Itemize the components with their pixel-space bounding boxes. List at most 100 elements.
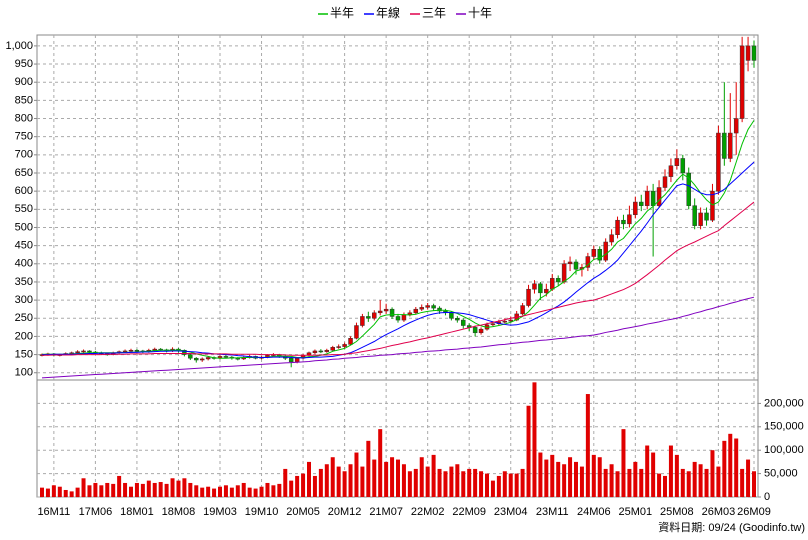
candle-body [330,347,335,351]
volume-bar [253,488,258,497]
candle-body [555,278,561,283]
grid [37,35,758,498]
candle-body [134,349,140,352]
volume-bar [301,473,306,497]
volume-bar [140,483,145,497]
candle-body [455,318,460,321]
volume-bar [585,394,590,497]
candle-body [627,214,632,225]
volume-bar [692,461,697,497]
volume-bar [657,473,662,497]
y-tick-label: 950 [15,58,33,70]
x-tick-label: 18M08 [162,506,196,518]
candle-body [81,350,86,353]
candle-body [751,45,757,61]
volume-bar [449,466,454,497]
volume-bar [378,429,383,497]
candle-body [199,358,205,361]
candle-body [674,158,680,166]
x-tick-label: 20M12 [328,506,362,518]
volume-bar [75,487,80,497]
volume-bar [218,486,222,497]
volume-bar [579,466,584,497]
x-tick-label: 19M03 [203,506,237,518]
y-tick-label: 850 [15,94,33,106]
candle-body [680,158,686,174]
candle-body [437,307,442,312]
x-tick-label: 16M11 [37,506,70,518]
candle-body [461,319,466,326]
candle-body [87,350,92,353]
volume-bar [241,482,246,497]
volume-bar [455,464,460,497]
volume-bar [716,466,721,497]
volume-bar [45,488,50,497]
volume-bar [425,466,430,497]
candle-body [508,319,513,322]
candle-body [585,256,591,268]
volume-bar [277,483,282,497]
y-tick-label: 650 [15,167,33,179]
volume-bar [283,468,288,497]
candle-body [722,132,727,159]
candle-body [312,350,318,354]
candle-body [324,349,330,352]
ma-line [42,161,755,359]
volume-bar [158,482,163,497]
candle-body [716,132,721,192]
volume-bar [746,459,751,497]
candle-body [739,45,745,119]
volume-bar [490,480,495,497]
volume-bar [111,483,116,497]
candle-body [609,234,614,243]
volume-bar [556,461,561,497]
candle-body [561,263,567,283]
y-tick-label: 200 [15,330,33,342]
volume-bar [152,482,157,497]
y2-tick-label: 150,000 [764,421,804,433]
volume-bar [574,461,578,497]
candle-body [692,205,697,226]
y-tick-label: 500 [15,221,33,233]
volume-bar [710,450,715,497]
volume-bar [129,486,133,497]
legend: 半年 年線 三年 十年 [318,5,492,20]
volume-bar [704,468,709,497]
candle-body [360,316,365,326]
candle-body [603,241,608,261]
volume-bar [621,429,626,497]
candle-body [538,283,543,294]
candle-body [205,357,211,360]
y-tick-label: 250 [15,312,33,324]
candle-body [520,305,525,315]
candle-body [668,165,674,177]
volume-bar [384,461,389,497]
volume-bar [728,433,733,497]
candle-body [223,356,229,358]
footnote: 資料日期: 09/24 (Goodinfo.tw) [658,520,805,534]
volume-bar [407,471,412,497]
volume-bar [752,471,756,497]
volume-bar [182,478,187,497]
plot-frame [36,34,759,498]
volume-bar [265,482,270,497]
y-tick-label: 600 [15,185,33,197]
candle-body [348,337,353,345]
x-tick-label: 23M11 [536,506,569,518]
x-tick-label: 26M03 [702,506,736,518]
legend-label: 三年 [422,6,446,20]
volume-bar [87,485,92,497]
candle-body [650,190,656,206]
y-tick-label: 550 [15,203,33,215]
volume-bar [188,482,193,497]
volume-bar [674,454,679,497]
candle-body [235,357,241,360]
volume-bar [330,457,335,497]
candle-body [644,190,650,206]
candle-body [728,132,733,159]
volume-bar [51,485,56,497]
volume-bar [307,461,311,497]
volume-bar [348,464,353,497]
y-tick-label: 450 [15,240,33,252]
